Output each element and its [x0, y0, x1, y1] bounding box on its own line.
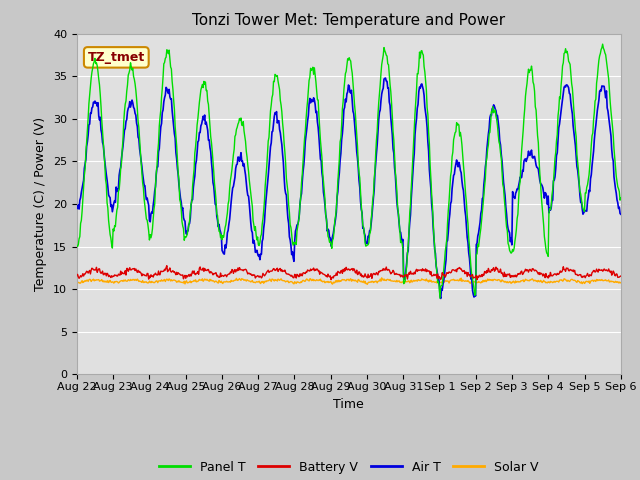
Y-axis label: Temperature (C) / Power (V): Temperature (C) / Power (V) — [35, 117, 47, 291]
Legend: Panel T, Battery V, Air T, Solar V: Panel T, Battery V, Air T, Solar V — [154, 456, 544, 479]
Text: TZ_tmet: TZ_tmet — [88, 51, 145, 64]
Title: Tonzi Tower Met: Temperature and Power: Tonzi Tower Met: Temperature and Power — [192, 13, 506, 28]
X-axis label: Time: Time — [333, 397, 364, 410]
